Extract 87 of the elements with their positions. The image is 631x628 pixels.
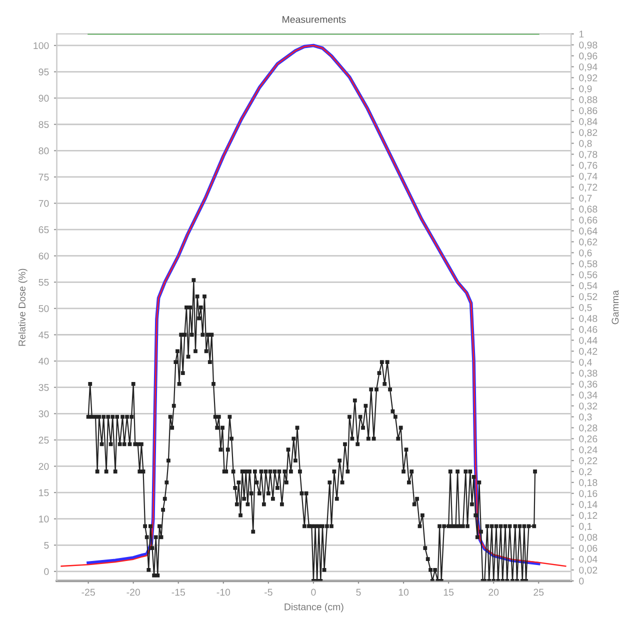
y2-tick-label: 0,48: [579, 315, 598, 324]
y-tick-label: 15: [39, 489, 49, 496]
x-tick-label: 0: [311, 588, 316, 596]
y2-tick-label: 0,9: [579, 85, 592, 94]
y2-tick-label: 0,02: [579, 566, 598, 575]
y2-axis-title: Gamma: [612, 290, 619, 324]
y2-tick-label: 0,68: [579, 206, 598, 214]
x-tick-label: 20: [488, 588, 499, 596]
y2-tick-label: 0,58: [579, 260, 598, 268]
y-tick-label: 20: [38, 462, 49, 470]
y2-tick-label: 0,62: [579, 238, 598, 247]
y-tick-label: 40: [38, 358, 49, 365]
y2-tick-label: 0,52: [579, 293, 598, 302]
y2-tick-label: 0,2: [579, 468, 592, 476]
y2-tick-label: 0,72: [579, 184, 598, 192]
y2-tick-label: 1: [579, 30, 584, 38]
y-tick-label: 95: [38, 68, 49, 76]
y-tick-label: 0: [44, 568, 49, 576]
y2-tick-label: 0,3: [579, 414, 592, 422]
y2-tick-label: 0,36: [579, 380, 598, 389]
y2-tick-label: 0,34: [579, 392, 598, 400]
y2-tick-label: 0,42: [579, 348, 598, 356]
y-tick-label: 10: [39, 516, 49, 522]
y2-tick-label: 0: [579, 578, 584, 585]
y2-tick-label: 0,54: [579, 282, 598, 290]
x-tick-label: 15: [444, 588, 454, 596]
y2-tick-label: 0,86: [579, 107, 598, 116]
y2-tick-label: 0,94: [579, 63, 598, 72]
y2-tick-label: 0,18: [579, 479, 598, 488]
y-tick-label: 30: [38, 410, 49, 418]
y2-tick-label: 0,6: [579, 249, 592, 258]
y-tick-label: 85: [38, 121, 49, 128]
y2-tick-label: 0,46: [579, 326, 598, 334]
x-tick-label: 10: [398, 588, 409, 596]
y2-tick-label: 0,66: [579, 216, 598, 225]
y-tick-label: 65: [38, 226, 49, 234]
y2-tick-label: 0,24: [579, 446, 598, 454]
y2-tick-label: 0,28: [579, 424, 598, 433]
y2-tick-label: 0,96: [579, 52, 598, 61]
y2-tick-label: 0,38: [579, 370, 598, 378]
y2-tick-label: 0,92: [579, 74, 598, 82]
y2-tick-label: 0,26: [579, 435, 598, 444]
y-tick-label: 50: [38, 305, 49, 312]
y2-tick-label: 0,22: [579, 457, 598, 466]
y2-tick-label: 0,82: [579, 129, 598, 138]
y2-tick-label: 0,84: [579, 118, 598, 126]
y2-tick-label: 0,74: [579, 172, 598, 181]
y2-tick-label: 0,04: [579, 556, 598, 564]
x-tick-label: -25: [82, 588, 95, 596]
x-tick-label: -20: [126, 588, 140, 596]
y2-tick-label: 0,56: [579, 271, 598, 280]
y-tick-label: 100: [34, 42, 49, 50]
y-axis-title: Relative Dose (%): [18, 268, 28, 346]
y2-tick-label: 0,88: [579, 96, 598, 104]
y-tick-label: 55: [38, 278, 49, 286]
y2-tick-label: 0,78: [579, 150, 598, 160]
x-axis-title: Distance (cm): [284, 603, 344, 612]
y-tick-label: 90: [38, 94, 49, 102]
y2-tick-label: 0,8: [579, 140, 592, 148]
y-tick-label: 80: [38, 147, 49, 154]
y2-tick-label: 0,12: [579, 512, 598, 520]
x-tick-label: -10: [216, 588, 230, 596]
y2-tick-label: 0,08: [579, 534, 598, 542]
x-tick-label: -15: [172, 588, 185, 596]
x-tick-label: -5: [264, 588, 272, 596]
y2-tick-label: 0,4: [579, 358, 592, 367]
y2-tick-label: 0,44: [579, 336, 598, 345]
chart-title: Measurements: [282, 16, 346, 23]
y-tick-label: 70: [38, 200, 49, 207]
y2-tick-label: 0,5: [579, 304, 592, 312]
y2-tick-label: 0,7: [579, 194, 592, 203]
y-tick-label: 25: [38, 436, 49, 444]
y2-tick-label: 0,06: [579, 544, 598, 553]
x-tick-label: 5: [356, 588, 361, 596]
y2-tick-label: 0,32: [579, 402, 598, 411]
y2-tick-label: 0,98: [579, 42, 598, 50]
y2-tick-label: 0,64: [579, 228, 598, 236]
y-tick-label: 45: [38, 332, 49, 338]
y-tick-label: 5: [44, 542, 49, 549]
y-tick-label: 35: [38, 384, 49, 391]
y2-tick-label: 0,76: [579, 162, 598, 170]
y2-tick-label: 0,14: [579, 501, 598, 510]
y2-tick-label: 0,16: [579, 490, 598, 498]
y2-tick-label: 0,1: [579, 522, 592, 531]
x-tick-label: 25: [534, 588, 544, 596]
y-tick-label: 60: [38, 252, 49, 260]
y-tick-label: 75: [38, 174, 49, 181]
